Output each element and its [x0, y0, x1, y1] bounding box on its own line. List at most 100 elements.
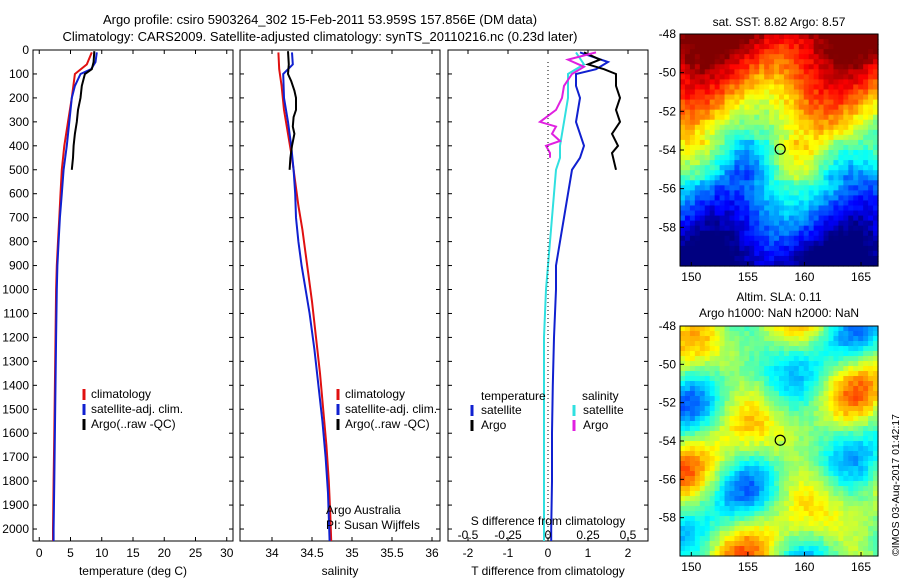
heatmap-cell: [793, 541, 800, 547]
heatmap-cell: [783, 245, 790, 252]
heatmap-cell: [858, 461, 864, 467]
heatmap-cell: [714, 511, 721, 517]
heatmap-cell: [704, 431, 711, 437]
heatmap-cell: [798, 190, 805, 196]
heatmap-cell: [689, 446, 696, 452]
heatmap-cell: [694, 466, 701, 472]
heatmap-cell: [873, 386, 879, 392]
heatmap-cell: [754, 491, 760, 497]
heatmap-cell: [769, 501, 775, 507]
heatmap-cell: [769, 421, 775, 427]
heatmap-cell: [769, 356, 775, 362]
heatmap-cell: [793, 421, 800, 427]
heatmap-cell: [843, 546, 849, 552]
heatmap-cell: [734, 225, 740, 232]
heatmap-cell: [793, 54, 800, 60]
heatmap-cell: [680, 260, 686, 267]
heatmap-cell: [848, 511, 854, 517]
heatmap-cell: [734, 200, 740, 207]
heatmap-cell: [689, 155, 696, 161]
heatmap-cell: [719, 54, 726, 60]
heatmap-cell: [719, 521, 726, 527]
heatmap-cell: [719, 361, 726, 367]
heatmap-cell: [833, 341, 839, 347]
heatmap-cell: [868, 69, 874, 75]
heatmap-cell: [838, 69, 844, 75]
heatmap-cell: [823, 461, 830, 467]
heatmap-cell: [848, 250, 854, 257]
heatmap-cell: [704, 506, 711, 512]
heatmap-cell: [684, 346, 691, 352]
heatmap-cell: [729, 376, 736, 382]
heatmap-cell: [853, 160, 859, 166]
heatmap-cell: [838, 441, 844, 447]
heatmap-cell: [868, 104, 874, 111]
heatmap-cell: [694, 260, 701, 267]
heatmap-cell: [754, 114, 760, 121]
heatmap-cell: [739, 416, 745, 422]
heatmap-cell: [744, 79, 750, 86]
heatmap-cell: [868, 44, 874, 50]
heatmap-cell: [680, 200, 686, 207]
heatmap-cell: [868, 476, 874, 482]
heatmap-cell: [709, 215, 716, 222]
heatmap-cell: [863, 446, 869, 452]
heatmap-cell: [868, 336, 874, 342]
heatmap-cell: [680, 431, 686, 437]
heatmap-cell: [729, 501, 736, 507]
heatmap-cell: [719, 551, 726, 557]
heatmap-cell: [813, 59, 820, 65]
heatmap-cell: [709, 461, 716, 467]
heatmap-cell: [684, 341, 691, 347]
heatmap-cell: [694, 255, 701, 262]
heatmap-cell: [744, 114, 750, 121]
heatmap-cell: [680, 134, 686, 141]
heatmap-cell: [808, 84, 815, 91]
heatmap-cell: [798, 371, 805, 377]
heatmap-cell: [858, 119, 864, 126]
heatmap-cell: [858, 34, 864, 40]
heatmap-cell: [793, 396, 800, 402]
heatmap-cell: [779, 456, 785, 462]
heatmap-cell: [783, 461, 790, 467]
heatmap-cell: [818, 215, 825, 222]
heatmap-cell: [863, 89, 869, 96]
heatmap-cell: [694, 426, 701, 432]
heatmap-cell: [863, 150, 869, 156]
heatmap-cell: [779, 486, 785, 492]
heatmap-cell: [709, 99, 716, 106]
heatmap-cell: [769, 124, 775, 131]
heatmap-cell: [803, 391, 810, 397]
heatmap-cell: [714, 114, 721, 121]
heatmap-cell: [749, 59, 755, 65]
heatmap-cell: [808, 235, 815, 242]
heatmap-cell: [788, 195, 795, 202]
heatmap-cell: [873, 496, 879, 502]
heatmap-cell: [779, 526, 785, 532]
heatmap-cell: [868, 250, 874, 257]
heatmap-cell: [719, 225, 726, 232]
heatmap-cell: [724, 516, 731, 522]
heatmap-cell: [863, 426, 869, 432]
heatmap-cell: [699, 150, 706, 156]
heatmap-cell: [724, 99, 731, 106]
heatmap-cell: [848, 411, 854, 417]
heatmap-cell: [853, 89, 859, 96]
heatmap-cell: [719, 134, 726, 141]
heatmap-cell: [873, 165, 879, 171]
heatmap-cell: [680, 94, 686, 101]
heatmap-cell: [838, 511, 844, 517]
heatmap-cell: [739, 200, 745, 207]
heatmap-cell: [680, 215, 686, 222]
heatmap-cell: [769, 371, 775, 377]
y-tick-label: 1300: [2, 354, 29, 368]
heatmap-cell: [719, 34, 726, 40]
heatmap-cell: [843, 341, 849, 347]
heatmap-cell: [823, 195, 830, 202]
heatmap-cell: [769, 536, 775, 542]
heatmap-cell: [719, 341, 726, 347]
heatmap-cell: [843, 195, 849, 202]
heatmap-cell: [694, 240, 701, 247]
heatmap-cell: [793, 451, 800, 457]
heatmap-cell: [699, 54, 706, 60]
